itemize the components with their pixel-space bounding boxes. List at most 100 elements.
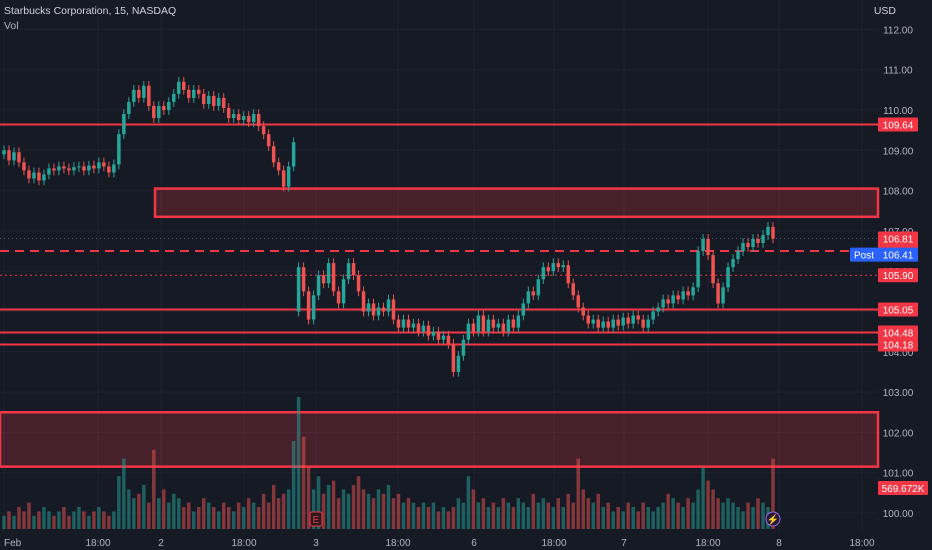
candle-body[interactable] bbox=[591, 319, 595, 324]
candle-body[interactable] bbox=[326, 263, 331, 284]
candle-body[interactable] bbox=[196, 89, 201, 94]
candle-body[interactable] bbox=[771, 226, 775, 239]
candle-body[interactable] bbox=[366, 303, 371, 312]
candle-body[interactable] bbox=[336, 291, 341, 304]
candle-body[interactable] bbox=[291, 142, 296, 167]
candle-body[interactable] bbox=[716, 283, 720, 304]
candle-body[interactable] bbox=[661, 299, 665, 308]
candle-body[interactable] bbox=[526, 291, 531, 304]
candle-body[interactable] bbox=[296, 267, 301, 312]
candle-body[interactable] bbox=[216, 97, 221, 106]
candle-body[interactable] bbox=[471, 323, 476, 332]
candle-body[interactable] bbox=[172, 93, 176, 102]
candle-body[interactable] bbox=[681, 291, 685, 300]
candle-body[interactable] bbox=[731, 259, 735, 268]
candle-body[interactable] bbox=[761, 234, 765, 243]
candle-body[interactable] bbox=[391, 299, 396, 320]
candle-body[interactable] bbox=[321, 275, 326, 284]
candle-body[interactable] bbox=[556, 263, 561, 268]
earnings-marker-icon[interactable] bbox=[309, 511, 323, 527]
candle-body[interactable] bbox=[142, 85, 146, 98]
candle-body[interactable] bbox=[182, 81, 186, 90]
candle-body[interactable] bbox=[711, 255, 715, 284]
candle-body[interactable] bbox=[102, 162, 106, 167]
candle-body[interactable] bbox=[476, 315, 481, 332]
candle-body[interactable] bbox=[501, 323, 506, 332]
candle-body[interactable] bbox=[706, 238, 710, 256]
candle-body[interactable] bbox=[37, 172, 41, 181]
candle-body[interactable] bbox=[77, 166, 81, 168]
candle-body[interactable] bbox=[416, 323, 421, 332]
candle-body[interactable] bbox=[47, 168, 51, 175]
candle-body[interactable] bbox=[246, 116, 251, 123]
candle-body[interactable] bbox=[751, 238, 755, 248]
candle-body[interactable] bbox=[686, 291, 690, 296]
candle-body[interactable] bbox=[27, 170, 31, 179]
candle-body[interactable] bbox=[187, 89, 191, 98]
candle-body[interactable] bbox=[466, 323, 471, 340]
candle-body[interactable] bbox=[456, 355, 461, 372]
candle-body[interactable] bbox=[571, 283, 576, 296]
candle-body[interactable] bbox=[351, 263, 356, 276]
candle-body[interactable] bbox=[152, 105, 156, 119]
candle-body[interactable] bbox=[626, 317, 630, 324]
candle-body[interactable] bbox=[311, 295, 316, 320]
candle-body[interactable] bbox=[381, 307, 386, 312]
candle-body[interactable] bbox=[286, 166, 291, 187]
candle-body[interactable] bbox=[736, 251, 740, 260]
candle-body[interactable] bbox=[406, 319, 411, 328]
candle-body[interactable] bbox=[651, 311, 655, 320]
candle-body[interactable] bbox=[586, 315, 590, 324]
candle-body[interactable] bbox=[361, 291, 366, 312]
candle-body[interactable] bbox=[276, 162, 281, 171]
candle-body[interactable] bbox=[506, 319, 511, 332]
candle-body[interactable] bbox=[596, 319, 600, 328]
candle-body[interactable] bbox=[281, 170, 286, 187]
candle-body[interactable] bbox=[536, 279, 541, 296]
candle-body[interactable] bbox=[581, 307, 585, 316]
candle-body[interactable] bbox=[611, 319, 615, 328]
candle-body[interactable] bbox=[17, 152, 21, 163]
candle-body[interactable] bbox=[531, 291, 536, 296]
candle-body[interactable] bbox=[241, 116, 246, 121]
candle-body[interactable] bbox=[271, 146, 276, 163]
candle-body[interactable] bbox=[551, 263, 556, 272]
candle-body[interactable] bbox=[147, 85, 151, 106]
candle-body[interactable] bbox=[107, 166, 111, 173]
candle-body[interactable] bbox=[137, 89, 141, 98]
candle-body[interactable] bbox=[122, 114, 126, 135]
candle-body[interactable] bbox=[676, 295, 680, 300]
candle-body[interactable] bbox=[371, 303, 376, 316]
candle-body[interactable] bbox=[231, 114, 236, 119]
candle-body[interactable] bbox=[87, 165, 91, 171]
candle-body[interactable] bbox=[636, 315, 640, 320]
candle-body[interactable] bbox=[226, 107, 231, 119]
candle-body[interactable] bbox=[346, 263, 351, 280]
candle-body[interactable] bbox=[561, 265, 566, 268]
candle-body[interactable] bbox=[541, 267, 546, 280]
candle-body[interactable] bbox=[426, 325, 431, 336]
candle-body[interactable] bbox=[177, 81, 181, 94]
candle-body[interactable] bbox=[621, 317, 625, 326]
candle-body[interactable] bbox=[341, 279, 346, 304]
candle-body[interactable] bbox=[192, 89, 196, 98]
candle-body[interactable] bbox=[511, 319, 516, 328]
dividend-marker-icon[interactable] bbox=[765, 511, 781, 527]
candle-body[interactable] bbox=[132, 89, 136, 102]
candle-body[interactable] bbox=[521, 303, 526, 316]
candle-body[interactable] bbox=[261, 126, 266, 135]
candle-body[interactable] bbox=[641, 319, 645, 328]
supply-demand-zone[interactable] bbox=[153, 187, 880, 219]
candle-body[interactable] bbox=[631, 315, 635, 324]
candle-body[interactable] bbox=[316, 275, 321, 296]
candle-body[interactable] bbox=[211, 95, 216, 106]
candle-body[interactable] bbox=[301, 267, 306, 292]
candle-body[interactable] bbox=[22, 162, 26, 171]
candle-body[interactable] bbox=[97, 162, 101, 169]
candle-body[interactable] bbox=[421, 325, 426, 332]
candle-body[interactable] bbox=[331, 263, 336, 292]
candle-body[interactable] bbox=[117, 134, 121, 165]
candle-body[interactable] bbox=[12, 152, 16, 161]
candle-body[interactable] bbox=[82, 166, 86, 171]
candle-body[interactable] bbox=[516, 315, 521, 328]
